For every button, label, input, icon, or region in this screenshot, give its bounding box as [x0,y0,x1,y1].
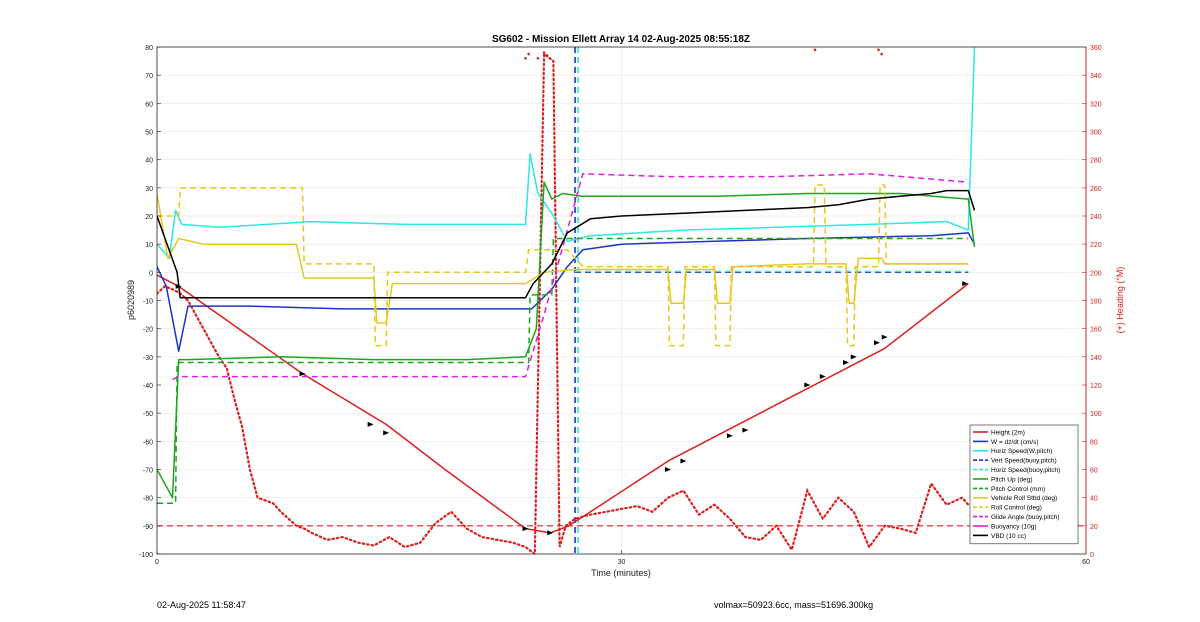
height-marker [873,340,880,346]
y-tick-label: 40 [145,158,153,165]
y2-tick-label: 180 [1090,299,1102,306]
legend-entry: Roll Control (deg) [991,505,1042,512]
height-marker [664,467,671,472]
height-marker [547,530,554,536]
footer-info: volmax=50923.6cc, mass=51696.300kg [714,600,874,610]
heading-point [545,54,549,57]
y-tick-label: -40 [143,383,153,390]
heading-point [542,51,546,54]
y2-tick-label: 40 [1090,496,1098,503]
y-tick-label: -90 [143,524,153,531]
y-tick-label: 70 [145,73,153,80]
heading-point [813,48,817,52]
height-marker [175,283,182,289]
y2-tick-label: 300 [1090,130,1102,137]
y-tick-label: -60 [143,439,153,446]
height-marker [850,354,857,360]
y2-tick-label: 60 [1090,468,1098,475]
height-marker [804,382,811,388]
height-marker [843,359,850,365]
y2-tick-label: 360 [1090,45,1102,52]
y-tick-label: 60 [145,101,153,108]
legend-entry: Horiz Speed(buoy,pitch) [991,467,1060,474]
legend-entry: Buoyancy (10g) [991,523,1037,530]
legend-entry: Pitch Up (deg) [991,476,1033,483]
heading-series-line [157,51,970,554]
legend-entry: Height (2m) [991,429,1025,436]
series-line-roll-control-deg [157,184,969,347]
y-tick-label: -70 [143,468,153,475]
legend: Height (2m) W = dz/dt (cm/s) Horiz Speed(W… [969,424,1079,545]
y2-tick-label: 340 [1090,73,1102,80]
series-line-horiz-speed-w-pitch [157,47,976,260]
legend-box [969,424,1079,545]
y2-tick-label: 120 [1090,383,1102,390]
height-marker [881,334,888,340]
height-marker [299,371,306,377]
y2-tick-label: 280 [1090,158,1102,165]
y-axis-label: p6020989 [126,280,136,320]
y2-tick-label: 260 [1090,186,1102,193]
y2-axis-label: (+) Heading (°M) [1115,267,1125,334]
legend-entry: Vert Speed(buoy,pitch) [991,458,1057,465]
y-tick-label: 0 [149,270,153,277]
height-marker [962,281,969,287]
height-marker [522,526,529,532]
y2-tick-label: 240 [1090,214,1102,221]
legend-entry: W = dz/dt (cm/s) [991,439,1039,446]
y2-tick-label: 100 [1090,411,1102,418]
height-marker [819,374,826,380]
y2-tick-label: 140 [1090,355,1102,362]
y-tick-label: 50 [145,130,153,137]
axes: -100-90-80-70-60-50-40-30-20-10010203040… [139,45,1102,566]
footer-date: 02-Aug-2025 11:58:47 [157,600,246,610]
y2-tick-label: 20 [1090,524,1098,531]
chart-title: SG602 - Mission Ellett Array 14 02-Aug-2… [492,34,750,45]
x-tick-label: 0 [155,559,159,566]
heading-point [536,56,540,60]
y-tick-label: 20 [145,214,153,221]
y2-tick-label: 160 [1090,327,1102,334]
heading-point [524,56,527,60]
y2-tick-label: 0 [1090,552,1094,559]
y-tick-label: -100 [139,552,153,559]
y2-tick-label: 200 [1090,270,1102,277]
height-marker [742,427,749,433]
series-line-vbd-10-cc [157,189,976,299]
x-axis-label: Time (minutes) [591,568,651,578]
y-tick-label: -30 [143,355,153,362]
height-marker [726,433,733,439]
legend-entry: Horiz Speed(W,pitch) [991,448,1052,455]
legend-entry: Pitch Control (mm) [991,486,1045,493]
y2-tick-label: 80 [1090,439,1098,446]
y-tick-label: -50 [143,411,153,418]
series-layer [157,47,1086,554]
series-line-pitch-up-deg [157,181,976,499]
height-marker [383,430,390,436]
heading-point [880,52,883,56]
y-tick-label: 30 [145,186,153,193]
y-tick-label: -20 [143,327,153,334]
series-line-pitch-control-mm [157,237,969,505]
heading-point [527,52,530,56]
legend-entry: VBD (10 cc) [991,533,1026,540]
y2-tick-label: 220 [1090,242,1102,249]
x-tick-label: 60 [1082,559,1090,566]
x-tick-label: 30 [618,559,626,566]
height-marker [367,421,374,427]
legend-entry: Vehicle Roll Stbd (deg) [991,495,1057,502]
y-tick-label: 80 [145,45,153,52]
heading-point [877,48,880,52]
y2-tick-label: 320 [1090,101,1102,108]
legend-entry: Glide Angle (buoy,pitch) [991,514,1060,521]
y-tick-label: -10 [143,299,153,306]
y-tick-label: -80 [143,496,153,503]
series-line-glide-angle-buoy-pitch [172,173,969,381]
height-marker [680,458,687,464]
y-tick-label: 10 [145,242,153,249]
